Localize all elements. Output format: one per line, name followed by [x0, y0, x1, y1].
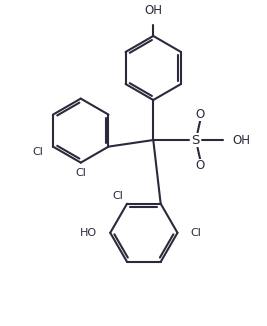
Text: O: O	[196, 159, 205, 172]
Text: O: O	[196, 108, 205, 121]
Text: Cl: Cl	[190, 228, 201, 238]
Text: HO: HO	[80, 228, 97, 238]
Text: Cl: Cl	[75, 168, 86, 178]
Text: OH: OH	[144, 4, 162, 17]
Text: S: S	[191, 134, 200, 146]
Text: Cl: Cl	[113, 190, 124, 200]
Text: Cl: Cl	[32, 147, 43, 157]
Text: OH: OH	[232, 134, 250, 146]
